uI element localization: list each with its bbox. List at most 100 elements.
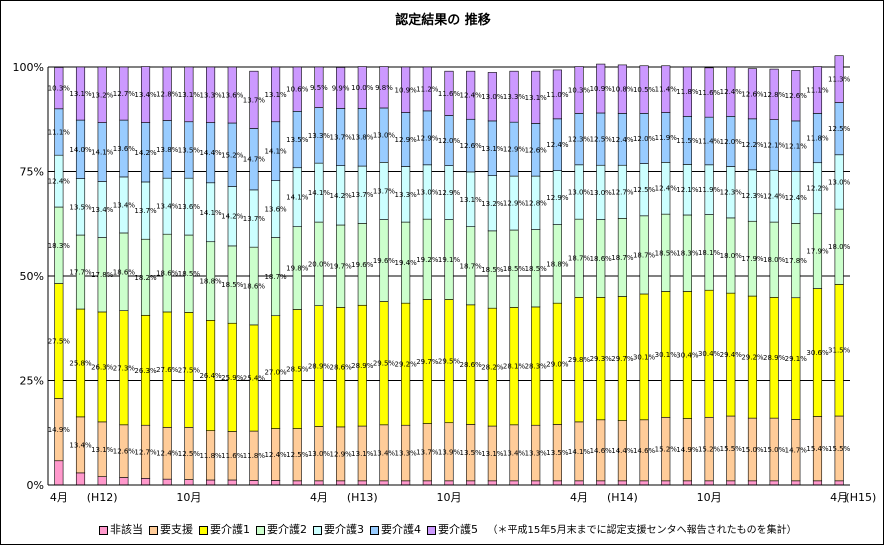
segment-value-label: 13.8%: [351, 134, 374, 142]
segment-value-label: 18.5%: [178, 270, 201, 278]
y-tick-label: 75%: [20, 166, 44, 179]
legend-swatch: [149, 525, 158, 535]
segment-value-label: 13.0%: [481, 93, 504, 101]
segment-value-label: 26.3%: [134, 367, 157, 375]
bar-segment: [422, 66, 432, 112]
bar-segment: [292, 480, 302, 486]
bar-segment: [574, 480, 584, 486]
segment-value-label: 15.0%: [741, 446, 764, 454]
segment-value-label: 18.0%: [763, 256, 786, 264]
segment-value-label: 30.1%: [655, 351, 678, 359]
segment-value-label: 30.1%: [633, 353, 656, 361]
segment-value-label: 12.4%: [611, 136, 634, 144]
segment-value-label: 13.7%: [134, 207, 157, 215]
segment-value-label: 12.9%: [416, 134, 439, 142]
segment-value-label: 18.5%: [221, 281, 244, 289]
segment-value-label: 19.6%: [373, 257, 396, 265]
axes: 0%25%50%75%100%4月 (H12) 10月 4月 (H13) 10月 4月 (H1…: [13, 61, 877, 504]
segment-value-label: 12.0%: [633, 135, 656, 143]
segment-value-label: 13.3%: [199, 91, 222, 99]
segment-value-label: 13.4%: [69, 441, 92, 449]
bar-segment: [466, 480, 476, 486]
bar-segment: [639, 480, 649, 486]
segment-value-label: 29.2%: [395, 361, 418, 369]
segment-value-label: 10.3%: [568, 86, 591, 94]
bar-segment: [119, 66, 129, 121]
legend-label: 要介護5: [438, 523, 478, 536]
y-tick-label: 100%: [13, 61, 44, 74]
bar-segment: [401, 66, 411, 113]
segment-value-label: 18.6%: [590, 255, 613, 263]
bar-segment: [726, 480, 736, 486]
segment-value-label: 27.6%: [156, 366, 179, 374]
segment-value-label: 12.9%: [546, 194, 569, 202]
segment-value-label: 13.0%: [373, 132, 396, 140]
segment-value-label: 18.3%: [676, 250, 699, 258]
bar-segment: [617, 64, 627, 114]
segment-value-label: 12.4%: [655, 185, 678, 193]
legend-swatch: [427, 525, 436, 535]
segment-value-label: 12.2%: [806, 185, 829, 193]
segment-value-label: 29.7%: [611, 355, 634, 363]
segment-value-label: 15.2%: [221, 151, 244, 159]
segment-value-label: 28.1%: [503, 363, 526, 371]
legend-label: 非該当: [110, 523, 143, 536]
bar-segment: [596, 480, 606, 486]
segment-value-label: 10.9%: [590, 85, 613, 93]
bar-segment: [336, 480, 346, 486]
bar-segment: [227, 479, 237, 486]
segment-value-label: 29.3%: [590, 355, 613, 363]
segment-value-label: 14.1%: [199, 209, 222, 217]
segment-value-label: 10.6%: [286, 86, 309, 94]
segment-labels: 14.9% 27.5% 18.3% 12.4% 11.1% 10.3% 13.4% 25.8%…: [48, 76, 851, 461]
segment-value-label: 13.2%: [91, 91, 114, 99]
segment-value-label: 14.9%: [48, 426, 71, 434]
segment-value-label: 17.9%: [741, 255, 764, 263]
segment-value-label: 25.9%: [221, 374, 244, 382]
legend-label: 要支援: [160, 523, 193, 536]
segment-value-label: 18.5%: [481, 266, 504, 274]
segment-value-label: 13.3%: [308, 132, 331, 140]
y-tick-label: 50%: [20, 270, 44, 283]
segment-value-label: 11.2%: [416, 85, 439, 93]
segment-value-label: 30.4%: [676, 352, 699, 360]
segment-value-label: 28.6%: [460, 361, 483, 369]
bar-segment: [249, 70, 259, 129]
segment-value-label: 20.0%: [308, 260, 331, 268]
bar-segment: [812, 480, 823, 486]
x-tick-label: (H12): [87, 491, 118, 504]
segment-value-label: 19.2%: [416, 256, 439, 264]
legend-swatch: [256, 525, 265, 535]
legend-item: 要介護1: [199, 521, 250, 537]
segment-value-label: 13.1%: [481, 450, 504, 458]
bar-segment: [54, 460, 64, 486]
segment-value-label: 11.5%: [676, 137, 699, 145]
segment-value-label: 27.3%: [113, 364, 136, 372]
segment-value-label: 27.5%: [48, 337, 71, 345]
segment-value-label: 30.4%: [698, 350, 721, 358]
segment-value-label: 11.6%: [438, 90, 461, 98]
segment-value-label: 13.1%: [525, 94, 548, 102]
segment-value-label: 18.6%: [113, 268, 136, 276]
segment-value-label: 13.7%: [351, 191, 374, 199]
bar-segment: [791, 480, 801, 486]
segment-value-label: 17.8%: [785, 257, 808, 265]
bar-segment: [574, 66, 584, 114]
segment-value-label: 12.4%: [785, 194, 808, 202]
segment-value-label: 12.4%: [546, 141, 569, 149]
bar-segment: [531, 70, 541, 124]
segment-value-label: 9.8%: [375, 84, 393, 92]
segment-value-label: 18.7%: [460, 262, 483, 270]
segment-value-label: 29.1%: [785, 355, 808, 363]
segment-value-label: 13.1%: [178, 91, 201, 99]
segment-value-label: 13.7%: [373, 187, 396, 195]
segment-value-label: 9.9%: [332, 84, 350, 92]
segment-value-label: 18.5%: [503, 265, 526, 273]
segment-value-label: 13.5%: [546, 449, 569, 457]
bar-segment: [314, 66, 324, 108]
segment-value-label: 13.4%: [113, 201, 136, 209]
segment-value-label: 31.5%: [828, 347, 851, 355]
legend-label: 要介護3: [324, 523, 364, 536]
segment-value-label: 10.5%: [633, 86, 656, 94]
segment-value-label: 19.1%: [438, 256, 461, 264]
